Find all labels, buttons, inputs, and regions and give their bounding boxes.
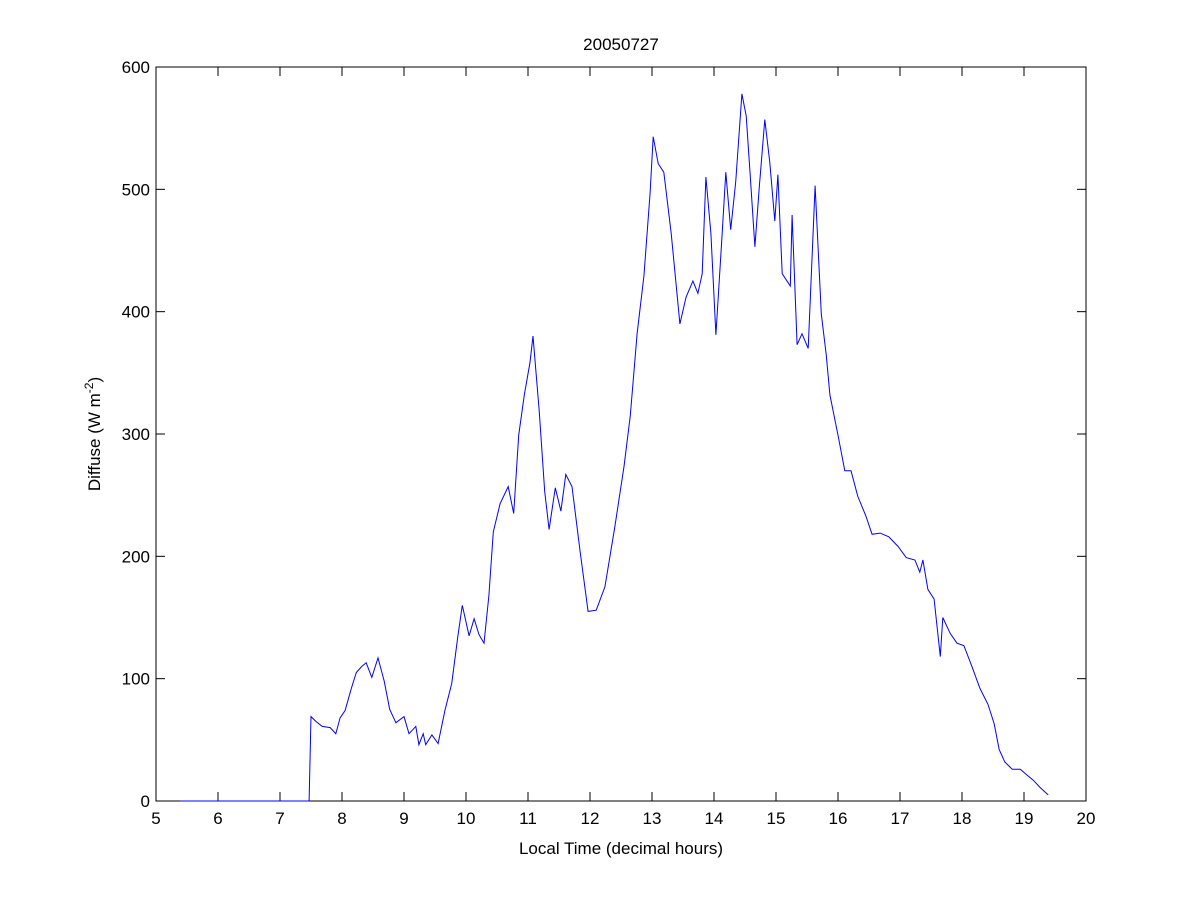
x-tick-label: 7: [275, 809, 284, 828]
y-axis-label: Diffuse (W m-2): [82, 377, 104, 491]
x-tick-label: 5: [151, 809, 160, 828]
x-tick-label: 9: [399, 809, 408, 828]
y-tick-label: 600: [122, 58, 150, 77]
x-tick-label: 6: [213, 809, 222, 828]
y-tick-label: 500: [122, 180, 150, 199]
x-tick-label: 10: [457, 809, 476, 828]
x-tick-label: 12: [581, 809, 600, 828]
y-tick-label: 400: [122, 303, 150, 322]
y-tick-label: 100: [122, 670, 150, 689]
x-tick-label: 13: [643, 809, 662, 828]
series-line-diffuse: [180, 93, 1049, 802]
y-tick-label: 300: [122, 425, 150, 444]
x-tick-label: 11: [519, 809, 537, 828]
tick-labels: 5 6 7 8 9 10 11 12 13 14 15 16 17 18 19 200100200300400…: [122, 58, 1096, 828]
y-axis-label-main: Diffuse (W m: [85, 393, 104, 491]
x-tick-label: 19: [1015, 809, 1034, 828]
y-axis-label-suffix: ): [85, 377, 104, 383]
chart-title: 20050727: [583, 35, 659, 54]
x-tick-label: 17: [891, 809, 910, 828]
ticks: [155, 66, 1087, 802]
x-tick-label: 8: [337, 809, 346, 828]
x-tick-label: 20: [1077, 809, 1096, 828]
y-tick-label: 200: [122, 547, 150, 566]
x-tick-label: 14: [705, 809, 724, 828]
x-axis-label: Local Time (decimal hours): [519, 839, 723, 858]
axes-box: [155, 66, 1087, 802]
y-tick-label: 0: [141, 792, 150, 811]
x-tick-label: 16: [829, 809, 848, 828]
x-tick-label: 15: [767, 809, 786, 828]
x-tick-label: 18: [953, 809, 972, 828]
y-axis-label-superscript: -2: [82, 382, 96, 393]
